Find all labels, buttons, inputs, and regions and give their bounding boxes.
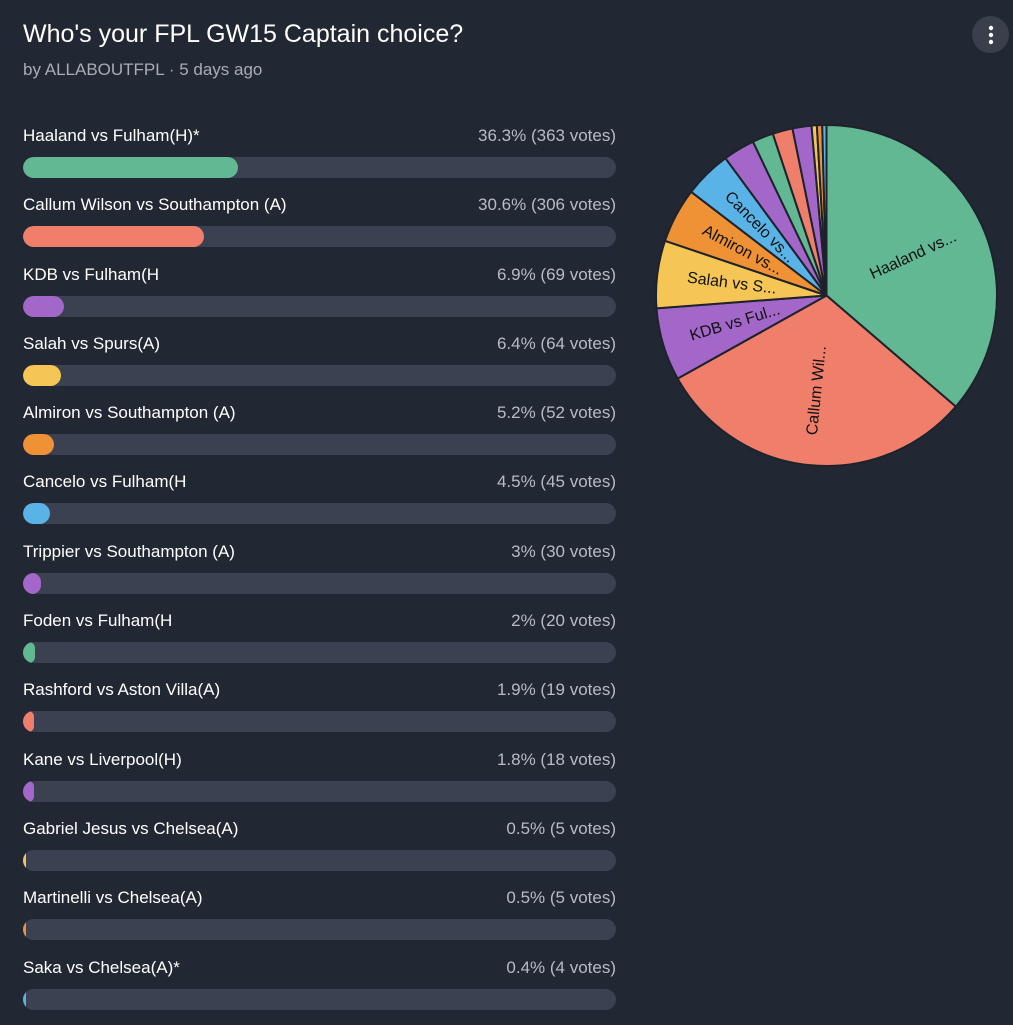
poll-option[interactable]: Almiron vs Southampton (A) 5.2% (52 votes… (23, 401, 616, 470)
option-label: Kane vs Liverpool(H) (23, 749, 182, 769)
option-header: Almiron vs Southampton (A) 5.2% (52 votes… (23, 401, 616, 425)
option-progress-fill (23, 988, 26, 1010)
option-result: 0.4% (4 votes) (506, 957, 616, 977)
option-progress-fill (23, 849, 26, 871)
option-progress-fill (23, 919, 26, 941)
poll-option[interactable]: Gabriel Jesus vs Chelsea(A) 0.5% (5 votes… (23, 817, 616, 886)
poll-option[interactable]: Foden vs Fulham(H 2% (20 votes) (23, 609, 616, 678)
more-options-button[interactable] (972, 16, 1009, 53)
option-progress-track (23, 434, 616, 456)
poll-option[interactable]: Martinelli vs Chelsea(A) 0.5% (5 votes) (23, 886, 616, 955)
option-label: Almiron vs Southampton (A) (23, 403, 236, 423)
option-progress-fill (23, 642, 35, 664)
option-progress-fill (23, 711, 35, 733)
option-result: 30.6% (306 votes) (478, 195, 616, 215)
option-header: Callum Wilson vs Southampton (A) 30.6% (3… (23, 193, 616, 217)
poll-option[interactable]: Cancelo vs Fulham(H 4.5% (45 votes) (23, 470, 616, 539)
poll-title: Who's your FPL GW15 Captain choice? (23, 20, 464, 48)
option-progress-track (23, 711, 616, 733)
poll-option[interactable]: Callum Wilson vs Southampton (A) 30.6% (3… (23, 193, 616, 262)
poll-header: Who's your FPL GW15 Captain choice? by A… (23, 18, 953, 80)
option-progress-track (23, 503, 616, 525)
option-header: Rashford vs Aston Villa(A) 1.9% (19 votes… (23, 678, 616, 702)
option-result: 6.9% (69 votes) (496, 264, 616, 284)
option-header: Foden vs Fulham(H 2% (20 votes) (23, 609, 616, 633)
option-result: 1.8% (18 votes) (496, 749, 616, 769)
option-result: 3% (30 votes) (511, 541, 616, 561)
pie-slice (676, 294, 958, 467)
option-label: Saka vs Chelsea(A)* (23, 957, 180, 977)
option-label: Callum Wilson vs Southampton (A) (23, 195, 287, 215)
option-result: 0.5% (5 votes) (506, 888, 616, 908)
option-label: Rashford vs Aston Villa(A) (23, 680, 221, 700)
option-progress-track (23, 642, 616, 664)
option-label: Foden vs Fulham(H (23, 611, 173, 631)
option-label: Martinelli vs Chelsea(A) (23, 888, 203, 908)
option-progress-track (23, 226, 616, 248)
poll-option[interactable]: Rashford vs Aston Villa(A) 1.9% (19 votes… (23, 678, 616, 747)
option-progress-fill (23, 434, 54, 456)
option-progress-track (23, 295, 616, 317)
option-header: Saka vs Chelsea(A)* 0.4% (4 votes) (23, 956, 616, 980)
option-progress-fill (23, 295, 64, 317)
option-progress-track (23, 988, 616, 1010)
option-progress-fill (23, 780, 34, 802)
option-result: 6.4% (64 votes) (496, 333, 616, 353)
option-header: Trippier vs Southampton (A) 3% (30 votes) (23, 540, 616, 564)
pie-chart-svg: Haaland vs...Callum Wil...KDB vs Ful...S… (655, 123, 998, 467)
option-label: KDB vs Fulham(H (23, 264, 160, 284)
option-label: Trippier vs Southampton (A) (23, 541, 235, 561)
pie-slice (821, 123, 828, 296)
option-label: Haaland vs Fulham(H)* (23, 126, 200, 145)
option-progress-fill (23, 157, 239, 178)
results-pie-chart: Haaland vs... Callum Wil... KDB vs Ful... S… (654, 123, 999, 468)
option-progress-track (23, 780, 616, 802)
option-progress-track (23, 919, 616, 941)
option-label: Gabriel Jesus vs Chelsea(A) (23, 818, 239, 838)
option-result: 1.9% (19 votes) (496, 680, 616, 700)
option-result: 4.5% (45 votes) (496, 472, 616, 492)
option-label: Salah vs Spurs(A) (23, 333, 160, 353)
poll-option[interactable]: Kane vs Liverpool(H) 1.8% (18 votes) (23, 748, 616, 817)
option-header: Gabriel Jesus vs Chelsea(A) 0.5% (5 votes… (23, 817, 616, 841)
more-vertical-icon (988, 25, 993, 44)
option-header: Haaland vs Fulham(H)* 36.3% (363 votes) (23, 124, 616, 148)
option-result: 2% (20 votes) (511, 611, 616, 631)
poll-option[interactable]: Salah vs Spurs(A) 6.4% (64 votes) (23, 332, 616, 401)
option-header: Cancelo vs Fulham(H 4.5% (45 votes) (23, 470, 616, 494)
poll-option[interactable]: Haaland vs Fulham(H)* 36.3% (363 votes) (23, 124, 616, 193)
option-header: KDB vs Fulham(H 6.9% (69 votes) (23, 263, 616, 287)
option-progress-fill (23, 364, 61, 386)
option-progress-fill (23, 503, 50, 525)
option-progress-track (23, 572, 616, 594)
poll-options-list: Haaland vs Fulham(H)* 36.3% (363 votes) Ca… (23, 124, 616, 1025)
option-progress-track (23, 364, 616, 386)
option-header: Salah vs Spurs(A) 6.4% (64 votes) (23, 332, 616, 356)
option-header: Martinelli vs Chelsea(A) 0.5% (5 votes) (23, 886, 616, 910)
option-result: 0.5% (5 votes) (506, 818, 616, 838)
poll-option[interactable]: KDB vs Fulham(H 6.9% (69 votes) (23, 263, 616, 332)
pie-slice (825, 123, 998, 409)
option-result: 5.2% (52 votes) (496, 403, 616, 423)
option-progress-fill (23, 226, 205, 248)
option-label: Cancelo vs Fulham(H (23, 472, 187, 492)
option-header: Kane vs Liverpool(H) 1.8% (18 votes) (23, 748, 616, 772)
poll-byline: by ALLABOUTFPL · 5 days ago (23, 60, 263, 79)
option-progress-fill (23, 572, 41, 594)
option-progress-track (23, 849, 616, 871)
option-progress-track (23, 157, 616, 178)
poll-option[interactable]: Trippier vs Southampton (A) 3% (30 votes) (23, 540, 616, 609)
poll-option[interactable]: Saka vs Chelsea(A)* 0.4% (4 votes) (23, 956, 616, 1025)
option-result: 36.3% (363 votes) (478, 126, 616, 145)
